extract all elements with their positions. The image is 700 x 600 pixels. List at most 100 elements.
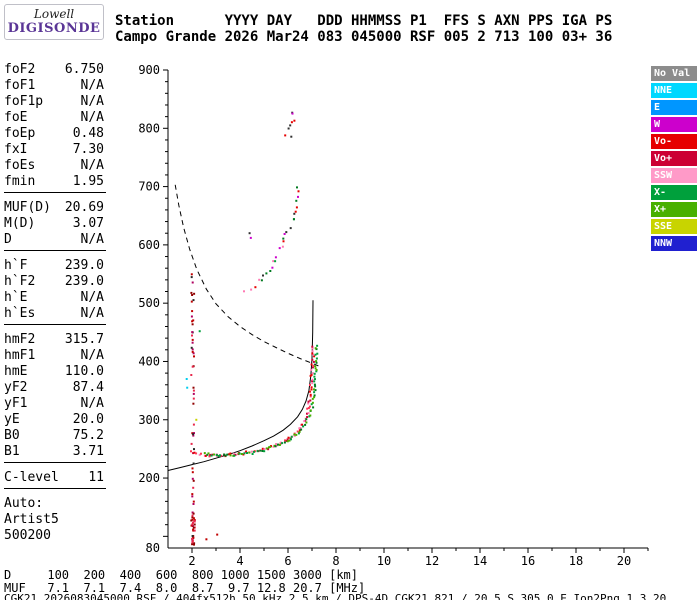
legend-item-x-: X+ bbox=[651, 202, 697, 217]
header-values-row: Campo Grande 2026 Mar24 083 045000 RSF 0… bbox=[115, 29, 613, 45]
parameter-label: Artist5 bbox=[4, 512, 59, 527]
parameter-value: N/A bbox=[80, 110, 104, 125]
svg-text:6: 6 bbox=[284, 554, 291, 568]
parameter-value: 3.71 bbox=[72, 444, 104, 459]
parameter-row: fxI 7.30 bbox=[4, 142, 104, 158]
svg-text:200: 200 bbox=[138, 471, 160, 485]
parameter-value: N/A bbox=[80, 396, 104, 411]
svg-text:300: 300 bbox=[138, 413, 160, 427]
parameter-label: foEs bbox=[4, 158, 36, 173]
parameter-value: 20.69 bbox=[64, 200, 104, 215]
parameter-group: foF2 6.750 foF1 N/A foF1p N/A foE N/A foEp 0.48 fx… bbox=[4, 62, 106, 193]
parameter-label: yF2 bbox=[4, 380, 28, 395]
station-header: Station YYYY DAY DDD HHMMSS P1 FFS S AXN… bbox=[115, 13, 612, 45]
legend-item-ssw: SSW bbox=[651, 168, 697, 183]
parameter-row: foF1p N/A bbox=[4, 94, 104, 110]
parameter-row: h`E N/A bbox=[4, 290, 104, 306]
parameter-row: h`F 239.0 bbox=[4, 258, 104, 274]
legend-item-vo-: Vo- bbox=[651, 134, 697, 149]
svg-text:14: 14 bbox=[473, 554, 487, 568]
parameter-value: N/A bbox=[80, 306, 104, 321]
parameter-label: foF1 bbox=[4, 78, 36, 93]
legend-item-x-: X- bbox=[651, 185, 697, 200]
svg-text:10: 10 bbox=[377, 554, 391, 568]
distance-row: D 100 200 400 600 800 1000 1500 3000 [km… bbox=[4, 568, 359, 582]
parameter-value: 1.95 bbox=[72, 174, 104, 189]
parameter-label: foF1p bbox=[4, 94, 44, 109]
parameter-value: N/A bbox=[80, 348, 104, 363]
parameter-label: foE bbox=[4, 110, 28, 125]
svg-text:20: 20 bbox=[617, 554, 631, 568]
parameter-row: MUF(D) 20.69 bbox=[4, 200, 104, 216]
parameter-value: N/A bbox=[80, 232, 104, 247]
parameter-label: D bbox=[4, 232, 12, 247]
svg-text:16: 16 bbox=[521, 554, 535, 568]
header-columns-row: Station YYYY DAY DDD HHMMSS P1 FFS S AXN… bbox=[115, 13, 613, 29]
legend-item-w: W bbox=[651, 117, 697, 132]
parameter-label: M(D) bbox=[4, 216, 36, 231]
parameter-group: Auto: Artist5 500200 bbox=[4, 496, 106, 546]
parameter-label: foF2 bbox=[4, 62, 36, 77]
svg-text:80: 80 bbox=[146, 541, 160, 555]
parameter-value: 20.0 bbox=[72, 412, 104, 427]
legend-item-nnw: NNW bbox=[651, 236, 697, 251]
parameter-label: hmF2 bbox=[4, 332, 36, 347]
parameter-row: B1 3.71 bbox=[4, 444, 104, 460]
parameter-row: hmF2 315.7 bbox=[4, 332, 104, 348]
logo-digisonde-text: DIGISONDE bbox=[7, 21, 101, 36]
legend-item-vo-: Vo+ bbox=[651, 151, 697, 166]
parameter-row: foF2 6.750 bbox=[4, 62, 104, 78]
footer-info: CGK21_2026083045000.RSF / 404fx512h 50 k… bbox=[4, 592, 667, 600]
svg-text:600: 600 bbox=[138, 238, 160, 252]
parameter-row: hmE 110.0 bbox=[4, 364, 104, 380]
parameter-label: MUF(D) bbox=[4, 200, 51, 215]
parameter-row: yE 20.0 bbox=[4, 412, 104, 428]
parameter-label: hmE bbox=[4, 364, 28, 379]
legend-item-e: E bbox=[651, 100, 697, 115]
parameter-label: B1 bbox=[4, 444, 20, 459]
parameter-value: 239.0 bbox=[64, 274, 104, 289]
parameter-group: h`F 239.0 h`F2 239.0 h`E N/A h`Es N/A bbox=[4, 258, 106, 325]
parameter-label: fmin bbox=[4, 174, 36, 189]
legend-item-no-val: No Val bbox=[651, 66, 697, 81]
parameter-value: 110.0 bbox=[64, 364, 104, 379]
logo-lowell-text: Lowell bbox=[33, 7, 75, 21]
parameter-value: 75.2 bbox=[72, 428, 104, 443]
parameter-label: fxI bbox=[4, 142, 28, 157]
parameter-row: foF1 N/A bbox=[4, 78, 104, 94]
parameter-row: B0 75.2 bbox=[4, 428, 104, 444]
parameter-value: 87.4 bbox=[72, 380, 104, 395]
parameter-label: 500200 bbox=[4, 528, 51, 543]
parameter-group: C-level 11 bbox=[4, 470, 106, 489]
lowell-digisonde-logo: Lowell DIGISONDE bbox=[4, 4, 104, 40]
parameter-row: yF2 87.4 bbox=[4, 380, 104, 396]
svg-text:800: 800 bbox=[138, 121, 160, 135]
parameter-label: Auto: bbox=[4, 496, 44, 511]
parameter-label: B0 bbox=[4, 428, 20, 443]
parameter-value: 11 bbox=[88, 470, 104, 485]
parameter-label: h`E bbox=[4, 290, 28, 305]
parameter-label: yF1 bbox=[4, 396, 28, 411]
svg-text:500: 500 bbox=[138, 296, 160, 310]
svg-text:2: 2 bbox=[188, 554, 195, 568]
parameter-row: C-level 11 bbox=[4, 470, 104, 486]
parameter-row: M(D) 3.07 bbox=[4, 216, 104, 232]
parameter-value: 0.48 bbox=[72, 126, 104, 141]
parameter-value: 3.07 bbox=[72, 216, 104, 231]
parameter-value: N/A bbox=[80, 158, 104, 173]
parameter-row: D N/A bbox=[4, 232, 104, 248]
parameter-row: hmF1 N/A bbox=[4, 348, 104, 364]
svg-text:400: 400 bbox=[138, 354, 160, 368]
parameter-row: 500200 bbox=[4, 528, 104, 544]
parameter-value: 6.750 bbox=[64, 62, 104, 77]
parameter-row: foEs N/A bbox=[4, 158, 104, 174]
svg-text:4: 4 bbox=[236, 554, 243, 568]
parameter-group: hmF2 315.7 hmF1 N/A hmE 110.0 yF2 87.4 yF1 N/A yE 2… bbox=[4, 332, 106, 463]
parameter-label: h`F bbox=[4, 258, 28, 273]
parameter-label: C-level bbox=[4, 470, 59, 485]
svg-text:900: 900 bbox=[138, 63, 160, 77]
parameter-row: h`F2 239.0 bbox=[4, 274, 104, 290]
legend-item-nne: NNE bbox=[651, 83, 697, 98]
parameter-value: 315.7 bbox=[64, 332, 104, 347]
